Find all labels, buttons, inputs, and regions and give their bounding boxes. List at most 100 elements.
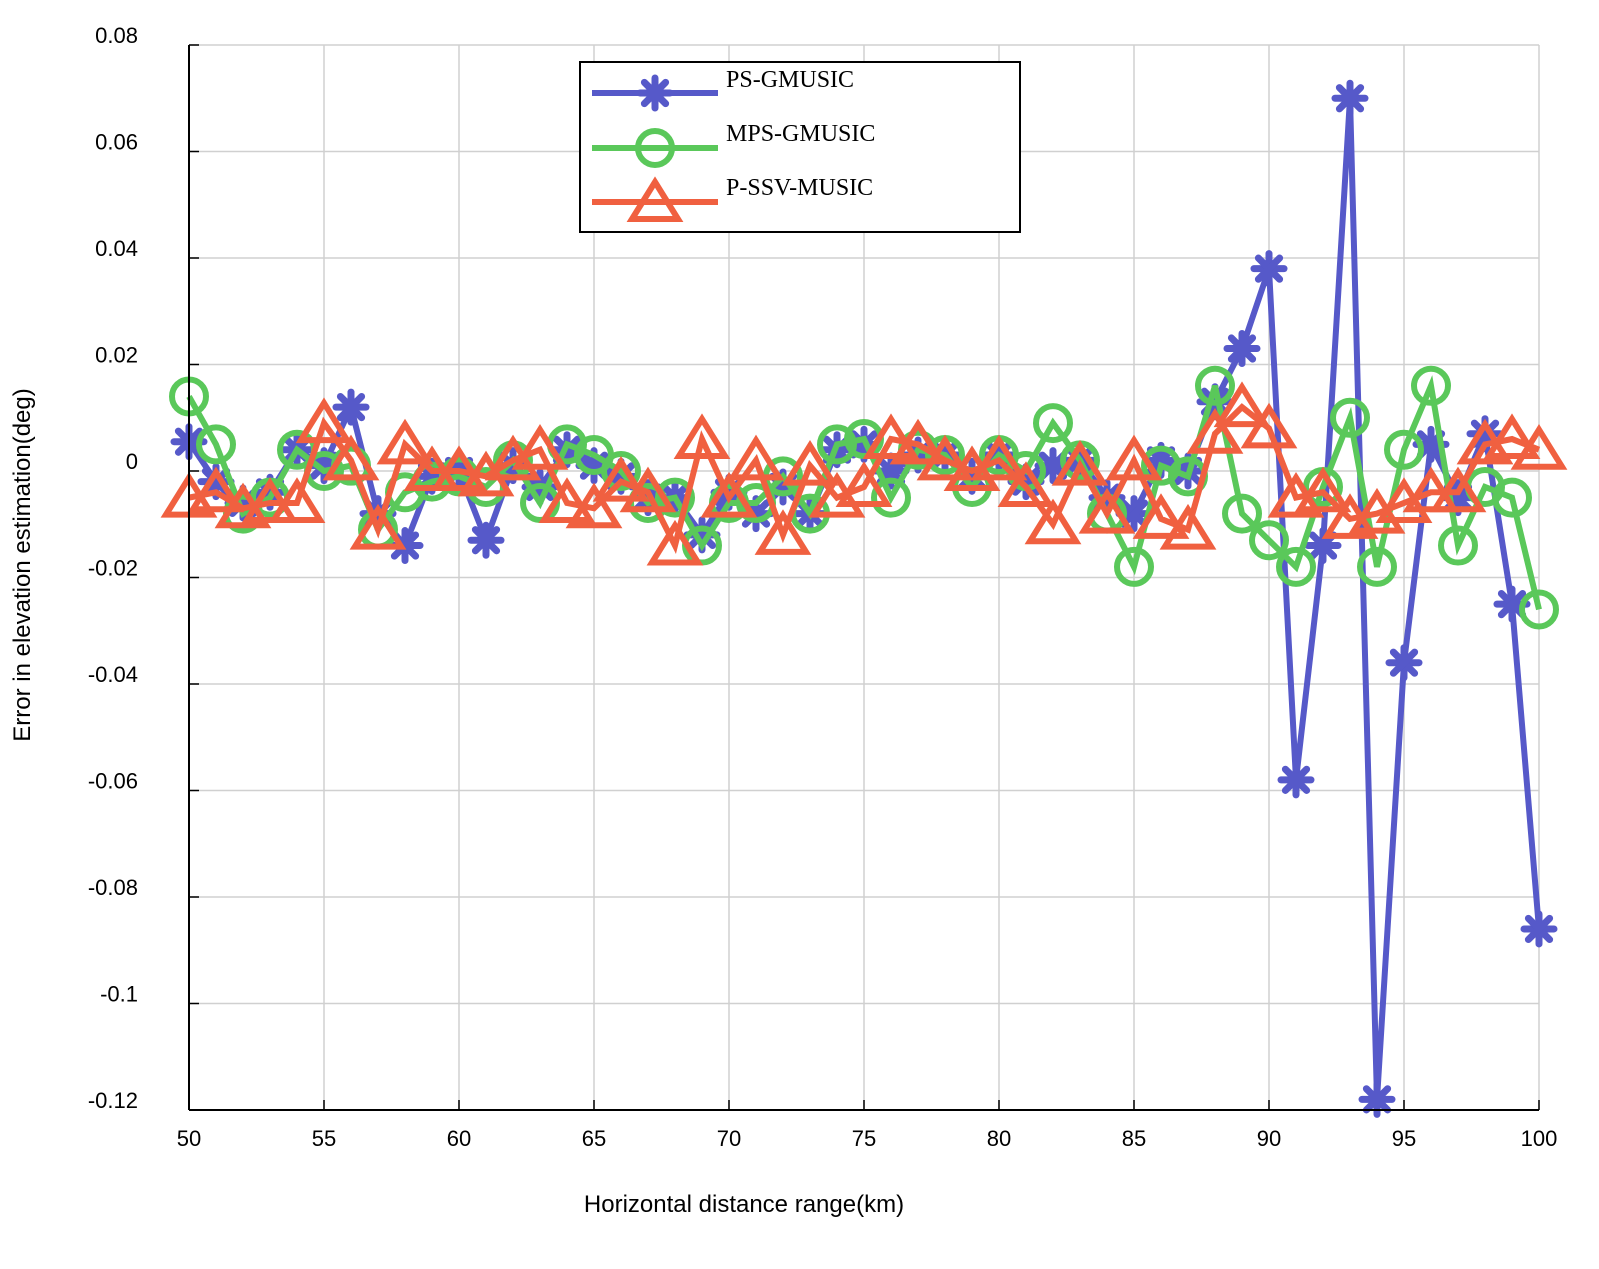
data-point [619,466,677,513]
data-point [1384,429,1424,470]
legend-label-ps-gmusic: PS-GMUSIC [726,67,854,93]
data-point [1250,250,1288,288]
data-point [592,455,650,502]
data-point [295,397,353,444]
data-point [1357,546,1397,587]
data-point [1105,434,1163,481]
x-tick-label: 50 [177,1126,201,1151]
x-tick-label: 95 [1392,1126,1416,1151]
x-axis-label: Horizontal distance range(km) [584,1191,904,1218]
data-point [241,477,299,523]
data-point [1078,487,1136,534]
data-point [970,434,1028,481]
legend-marker [626,176,684,222]
data-point [565,482,623,529]
y-tick-label: -0.02 [88,556,138,581]
data-point [1492,477,1532,518]
data-point [1276,546,1316,587]
x-tick-label: 90 [1257,1126,1281,1151]
data-point [268,477,326,523]
data-point [889,418,947,465]
data-point [1033,403,1073,444]
data-point [1429,466,1487,513]
data-point [1277,761,1315,799]
y-tick-label: 0.06 [95,130,138,155]
y-tick-label: 0.04 [95,236,138,261]
data-point [1330,397,1370,438]
data-point [430,445,488,491]
legend-marker-asterisk [636,74,674,112]
data-point [1213,381,1271,428]
data-point [1159,503,1217,550]
data-point [538,477,596,523]
data-point [403,445,461,491]
data-point [862,413,920,460]
x-tick-label: 100 [1521,1126,1558,1151]
data-point [817,424,857,465]
data-point [673,413,731,460]
y-tick-label: -0.1 [100,982,138,1007]
data-point [1222,493,1262,534]
y-tick-label: 0.08 [95,23,138,48]
data-point [1493,585,1531,623]
data-point [322,434,380,481]
series-p-ssv-music [160,381,1568,566]
legend-entry-p-ssv-music: P-SSV-MUSIC [592,175,873,222]
data-point [187,466,245,513]
data-point [1240,402,1298,449]
legend-marker [635,128,675,168]
legend-marker-circle [635,128,675,168]
x-tick-label: 75 [852,1126,876,1151]
data-point [916,434,974,481]
y-axis-label: Error in elevation estimation(deg) [9,388,36,742]
x-tick-label: 70 [717,1126,741,1151]
y-tick-label: -0.06 [88,769,138,794]
series-line [188,403,1541,555]
data-point [781,439,839,486]
data-point [1438,525,1478,566]
data-point [1249,520,1289,561]
data-point [1520,910,1558,948]
data-point [871,477,911,518]
y-tick-label: -0.04 [88,662,138,687]
data-point [1294,466,1352,513]
data-point [332,388,370,426]
data-point [1132,493,1190,539]
x-tick-label: 80 [987,1126,1011,1151]
data-point [1195,365,1235,406]
data-point [1385,644,1423,682]
x-tick-label: 55 [312,1126,336,1151]
y-tick-label: 0.02 [95,343,138,368]
x-tick-label: 60 [447,1126,471,1151]
data-point [196,424,236,465]
data-point [835,461,893,507]
data-point [349,503,407,550]
data-point [601,451,641,491]
data-point [1411,365,1451,406]
data-point [1024,498,1082,545]
y-tick-label: -0.12 [88,1088,138,1113]
data-point [1402,466,1460,513]
y-tick-label: -0.08 [88,875,138,900]
data-point [376,418,434,465]
data-point [646,519,704,566]
data-point [727,434,785,481]
data-point [467,521,505,559]
data-point [1114,546,1154,587]
legend-label-p-ssv-music: P-SSV-MUSIC [726,175,873,201]
axes [188,44,1540,1111]
x-tick-label: 65 [582,1126,606,1151]
tick-labels: 50 55 60 65 70 75 80 85 90 95 100 0.08 0.06 0.04 0.02 0… [88,23,1558,1151]
series-layer [160,79,1568,1118]
data-point [655,477,695,518]
data-point [1519,589,1559,630]
data-point [511,424,569,470]
data-point [1186,408,1244,454]
legend-marker [636,74,674,112]
legend: PS-GMUSIC MPS-GMUSIC P-SSV-MUSIC [579,61,1021,233]
x-tick-label: 85 [1122,1126,1146,1151]
legend-entry-mps-gmusic: MPS-GMUSIC [592,121,875,168]
y-tick-label: 0 [126,449,138,474]
data-point [1051,439,1109,486]
